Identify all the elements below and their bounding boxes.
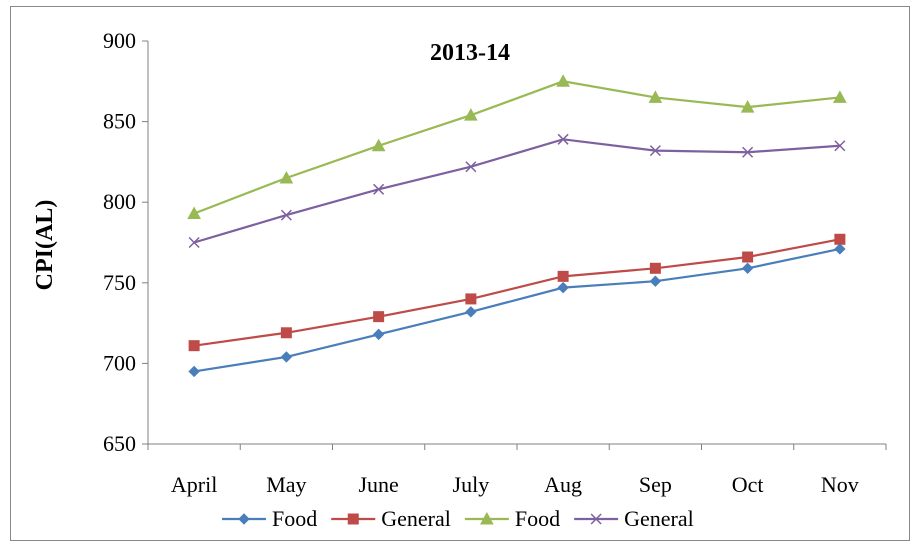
data-point-triangle [480,511,494,525]
x-tick-label: May [266,472,306,497]
data-point-diamond [834,243,846,255]
series-line [193,80,840,215]
data-point-triangle [556,74,570,87]
series-general-square [188,233,846,352]
legend-label: General [624,506,694,531]
y-axis-label: CPI(AL) [32,200,58,291]
legend-item: General [331,506,451,531]
data-point-triangle [187,206,201,219]
legend-item: General [574,506,694,531]
x-stroke [590,513,602,525]
y-tick-label: 800 [103,189,136,214]
x-stroke [834,140,846,152]
x-stroke [742,146,754,158]
data-point-square [649,262,661,274]
data-point-diamond [557,281,569,294]
legend: Food General Food General [222,506,694,531]
data-point-triangle [648,90,663,103]
legend-label: Food [515,506,560,531]
y-tick-label: 750 [103,270,136,295]
series-food-diamond [188,243,846,378]
series-line [193,238,841,347]
x-tick-label: June [358,472,398,497]
x-tick-label: Nov [821,472,859,497]
data-point-x [280,209,292,221]
series-line [193,138,840,244]
legend-label: General [381,506,451,531]
x-stroke [465,161,477,173]
legend-item: Food [222,506,317,531]
y-tick-labels: 650 700 750 800 850 900 [103,28,136,456]
y-tick-label: 650 [103,431,136,456]
x-stroke [280,209,292,221]
x-tick-label: Sep [639,472,672,497]
series-food-triangle [187,74,847,219]
x-tick-label: April [171,472,217,497]
data-point-x [465,161,477,173]
legend-item: Food [464,506,560,531]
data-point-diamond [741,262,754,274]
data-point-square [188,340,200,352]
x-stroke [188,236,200,249]
data-point-triangle [371,138,386,152]
data-point-diamond [238,513,250,525]
y-tick-label: 850 [103,109,136,134]
data-point-triangle [833,90,847,103]
series-general-x [188,133,846,249]
x-tick-label: July [453,472,490,497]
data-point-square [834,233,846,245]
y-tick-label: 700 [103,350,136,375]
data-point-square [742,251,754,263]
axes [142,40,887,450]
data-point-diamond [465,306,477,318]
data-point-diamond [280,351,293,363]
series-lines [187,74,847,378]
x-stroke [649,145,661,157]
x-tick-labels: April May June July Aug Sep Oct Nov [171,472,859,497]
data-point-x [834,140,846,152]
data-point-square [373,311,385,323]
chart-title: 2013-14 [430,40,510,66]
data-point-diamond [188,365,200,378]
data-point-diamond [649,275,662,287]
data-point-x [590,513,602,525]
data-point-square [347,513,359,525]
series-line [193,247,841,373]
x-tick-label: Oct [732,472,764,497]
x-stroke [557,133,569,145]
data-point-x [373,183,385,195]
x-tick-label: Aug [544,472,582,497]
data-point-square [280,327,292,339]
data-point-x [557,133,569,145]
data-point-square [557,270,569,282]
chart-frame [10,6,910,541]
data-point-diamond [372,328,385,341]
legend-label: Food [272,506,317,531]
data-point-x [649,145,661,157]
data-point-triangle [740,100,755,113]
x-stroke [373,183,385,195]
data-point-x [188,236,200,249]
data-point-x [742,146,754,158]
data-point-triangle [279,170,294,184]
data-point-square [465,293,477,305]
y-tick-label: 900 [103,28,136,53]
data-point-triangle [464,108,478,121]
